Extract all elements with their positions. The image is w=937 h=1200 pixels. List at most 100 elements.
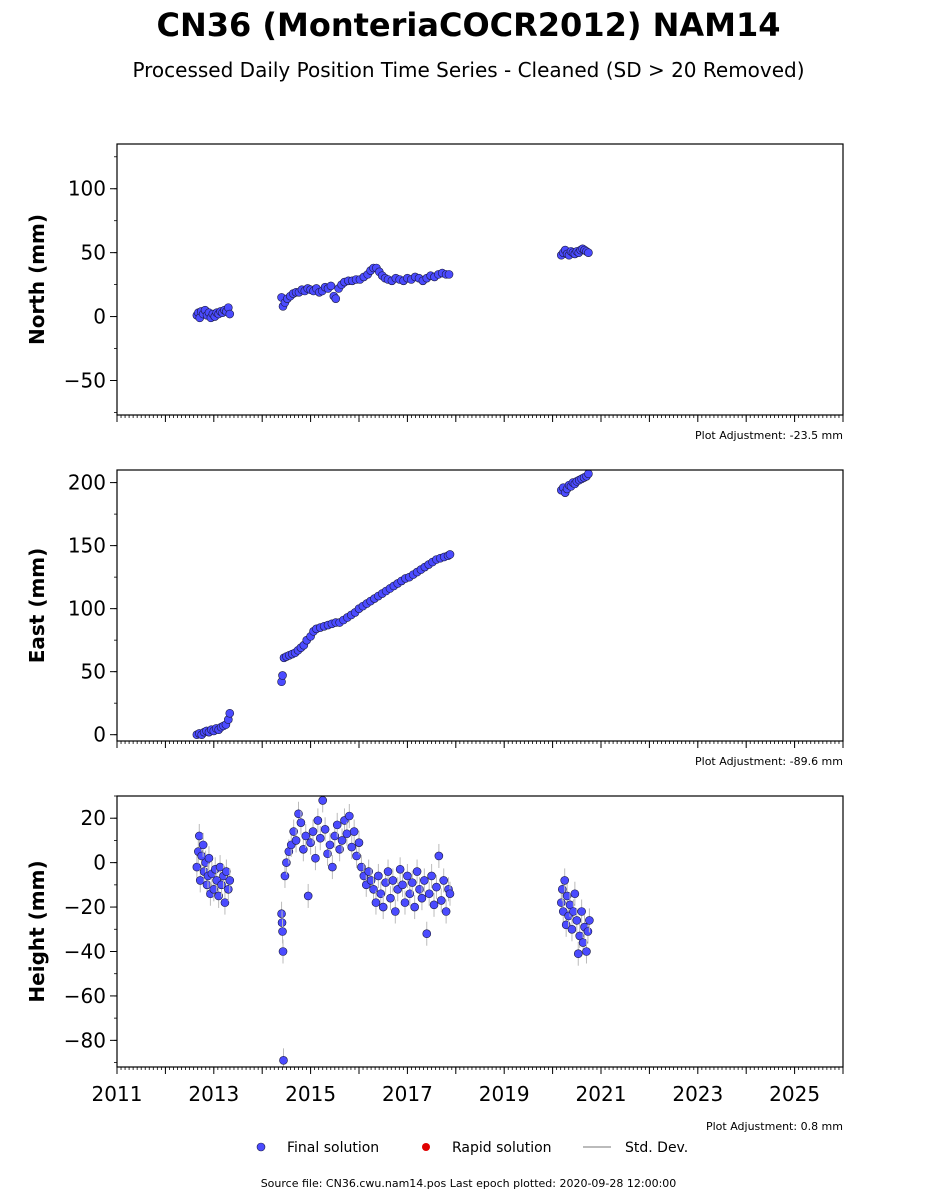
data-point: [291, 836, 301, 845]
data-point: [583, 927, 593, 936]
x-tick-label: 2013: [188, 1082, 239, 1106]
x-tick-label: 2021: [576, 1082, 627, 1106]
data-point: [371, 898, 381, 907]
data-point: [225, 876, 235, 885]
data-point: [557, 898, 566, 907]
y-tick-label: −80: [64, 1028, 106, 1052]
data-point: [313, 816, 323, 825]
data-point: [224, 884, 233, 894]
chart-subtitle: Processed Daily Position Time Series - C…: [132, 58, 805, 82]
chart-title: CN36 (MonteriaCOCR2012) NAM14: [156, 6, 781, 44]
legend-rapid-label: Rapid solution: [452, 1140, 552, 1156]
data-point: [318, 796, 328, 805]
data-point: [427, 871, 436, 881]
data-point: [432, 882, 441, 892]
data-point: [412, 867, 422, 876]
data-point: [584, 470, 593, 479]
data-point: [222, 867, 231, 876]
data-point: [398, 880, 407, 890]
data-point: [582, 947, 591, 956]
data-point: [378, 902, 388, 912]
data-point: [585, 916, 594, 925]
x-tick-label: 2011: [92, 1082, 143, 1106]
y-axis-label: East (mm): [25, 548, 49, 664]
data-point: [315, 833, 325, 843]
y-tick-label: 150: [68, 534, 106, 558]
data-point: [424, 889, 434, 899]
plot-adjustment-label: Plot Adjustment: -89.6 mm: [695, 755, 843, 768]
data-point: [195, 876, 205, 885]
data-point: [278, 927, 287, 936]
data-point: [326, 281, 336, 291]
x-tick-label: 2017: [382, 1082, 433, 1106]
data-point: [429, 900, 439, 910]
data-point: [209, 884, 219, 894]
y-tick-label: 100: [68, 597, 106, 621]
data-point: [354, 838, 364, 847]
data-point: [332, 820, 342, 830]
data-point: [342, 829, 352, 839]
y-tick-label: 200: [68, 471, 106, 495]
data-point: [279, 1056, 288, 1065]
plot-adjustment-label: Plot Adjustment: -23.5 mm: [695, 429, 843, 442]
axes-frame: [116, 795, 844, 1068]
data-point: [349, 827, 359, 836]
y-axis-label: Height (mm): [25, 860, 49, 1002]
data-point: [204, 853, 214, 863]
data-point: [560, 876, 570, 885]
data-layer: [192, 244, 593, 323]
data-point: [386, 893, 395, 903]
data-point: [407, 878, 417, 887]
x-tick-label: 2023: [672, 1082, 723, 1106]
x-tick-label: 2015: [285, 1082, 336, 1106]
data-point: [278, 947, 288, 956]
x-tick-label: 2025: [769, 1082, 820, 1106]
data-point: [441, 907, 451, 916]
data-layer: [192, 796, 594, 1067]
data-point: [328, 862, 337, 872]
legend-rapid-marker: [422, 1143, 430, 1151]
data-point: [347, 842, 357, 852]
data-point: [575, 931, 585, 941]
legend-final-marker: [256, 1142, 266, 1152]
data-point: [325, 840, 335, 850]
data-point: [331, 294, 341, 303]
y-tick-label: −60: [64, 984, 106, 1008]
legend-stddev-label: Std. Dev.: [625, 1140, 688, 1156]
panel-2: 200 150 100 50 0 East (mm) Plot Adjustment: -8…: [25, 469, 844, 768]
legend: Final solution Rapid solution Std. Dev.: [256, 1140, 688, 1156]
data-point: [215, 862, 225, 872]
data-point: [584, 248, 593, 257]
panel-1: 100 50 0 −50 North (mm) Plot Adjustment: -23.…: [25, 143, 844, 442]
source-footer: Source file: CN36.cwu.nam14.pos Last epo…: [260, 1177, 677, 1190]
data-point: [562, 891, 572, 901]
data-point: [220, 898, 230, 907]
data-point: [202, 880, 212, 890]
data-point: [303, 891, 313, 901]
data-point: [417, 893, 427, 903]
data-point: [410, 902, 419, 912]
data-point: [445, 889, 455, 899]
data-point: [434, 851, 444, 861]
data-point: [311, 853, 320, 863]
data-point: [567, 924, 577, 934]
data-point: [388, 876, 398, 885]
data-point: [198, 840, 208, 850]
y-tick-label: 0: [93, 723, 106, 747]
data-point: [395, 865, 405, 874]
y-tick-label: −50: [64, 368, 106, 392]
y-tick-label: 0: [93, 305, 106, 329]
y-tick-label: 50: [81, 241, 106, 265]
data-point: [278, 671, 287, 680]
data-layer: [192, 470, 593, 739]
data-point: [308, 827, 318, 836]
axes-frame: [116, 143, 844, 416]
data-point: [194, 831, 204, 841]
panel-3: 2011 2013 2015 2017 2019 2021 2023 2025 20 0 −20 −4…: [25, 795, 844, 1133]
x-tick-label: 2019: [479, 1082, 530, 1106]
data-point: [420, 876, 429, 885]
y-tick-label: −40: [64, 939, 106, 963]
y-axis-label: North (mm): [25, 214, 49, 345]
y-tick-label: 100: [68, 177, 106, 201]
data-point: [374, 871, 383, 881]
